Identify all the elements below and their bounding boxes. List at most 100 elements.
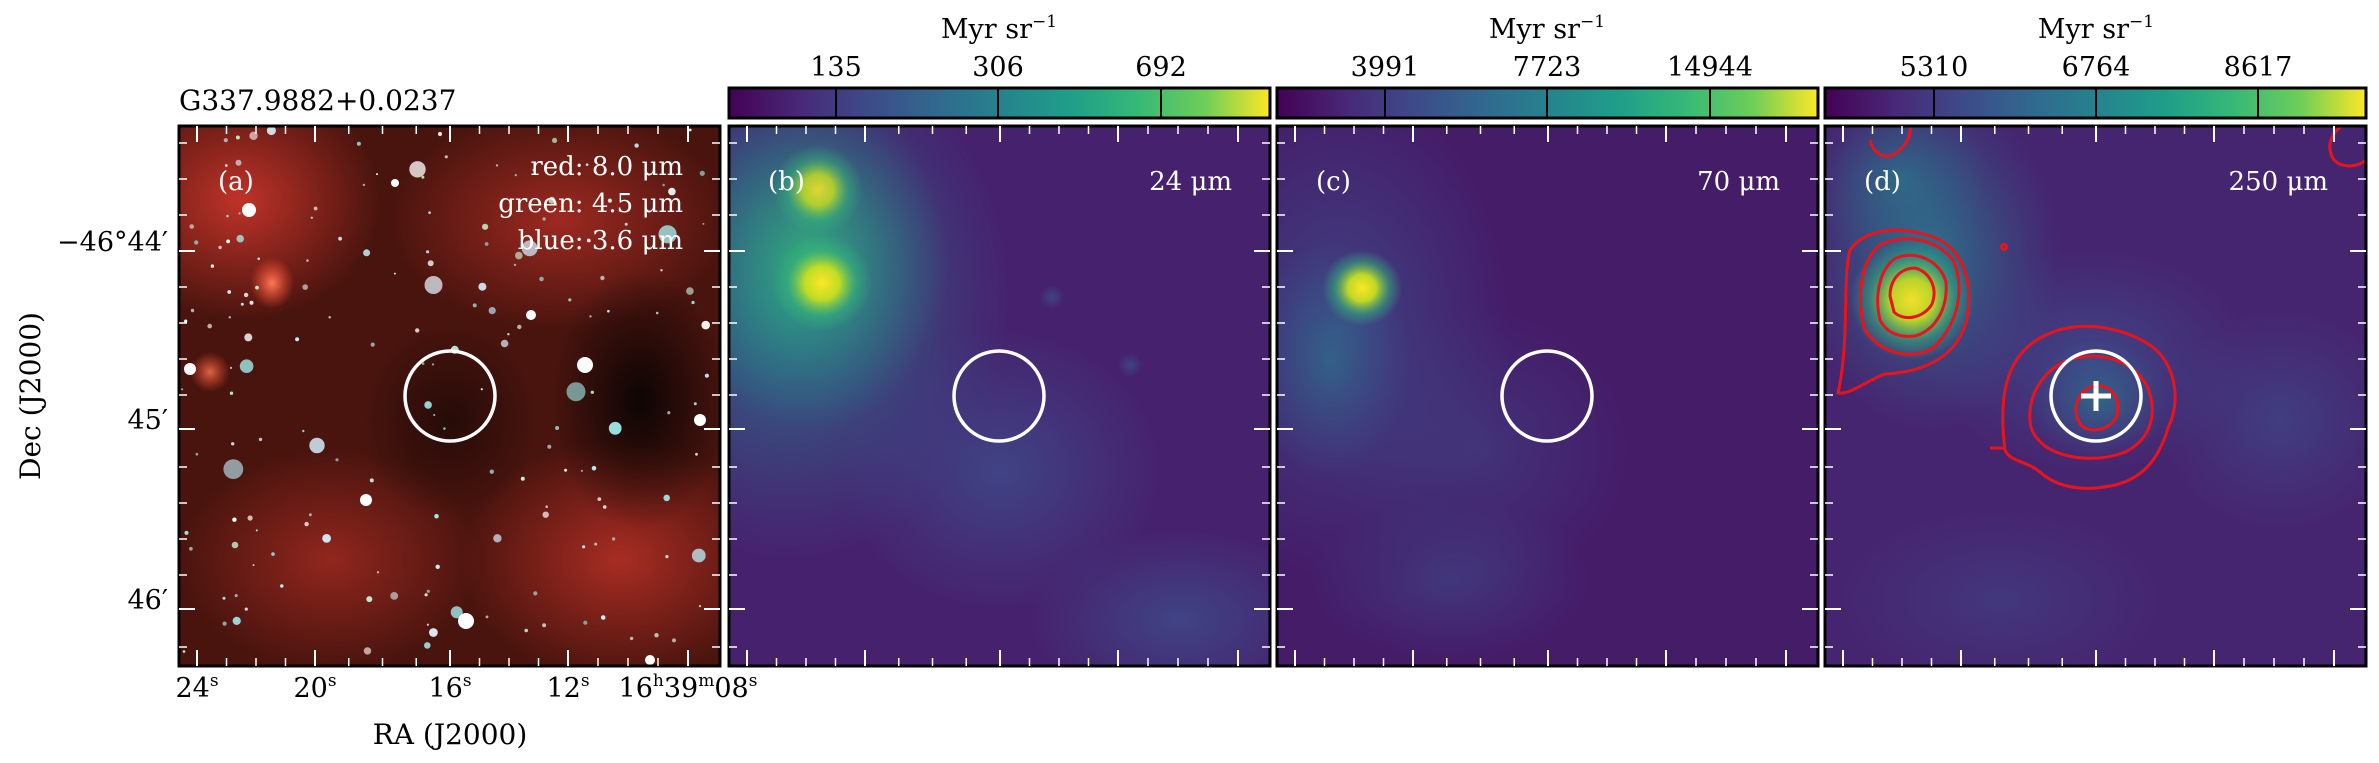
- star: [194, 240, 199, 245]
- star: [426, 623, 429, 626]
- star: [306, 259, 309, 262]
- star: [434, 513, 439, 519]
- contour-line: [2001, 324, 2177, 490]
- y-axis-label: Dec (J2000): [14, 312, 47, 480]
- star: [234, 594, 238, 598]
- star: [662, 183, 665, 187]
- star: [424, 276, 443, 294]
- y-tick-label: 46′: [128, 585, 169, 616]
- star: [686, 287, 694, 295]
- star: [252, 564, 255, 567]
- star: [428, 211, 431, 215]
- star: [608, 421, 622, 435]
- panel-b-faint-source: [1040, 285, 1064, 309]
- star: [243, 292, 249, 298]
- star: [500, 339, 509, 348]
- colorbar-b: 135 306 692 Myr sr−1: [727, 12, 1272, 120]
- star: [393, 272, 396, 275]
- star: [189, 224, 194, 229]
- star: [488, 307, 496, 315]
- star: [484, 242, 489, 246]
- panel-b-label: (b): [768, 167, 805, 197]
- star: [526, 310, 536, 320]
- star: [624, 222, 628, 226]
- star: [431, 363, 435, 366]
- star: [602, 505, 607, 509]
- star: [590, 390, 594, 394]
- star: [663, 494, 670, 502]
- colorbar-c: 3991 7723 14944 Myr sr−1: [1275, 12, 1820, 120]
- star: [607, 198, 613, 203]
- star: [547, 444, 552, 449]
- star: [515, 251, 523, 260]
- star: [302, 429, 305, 433]
- star: [363, 249, 371, 257]
- star: [424, 642, 431, 649]
- star: [226, 214, 229, 218]
- star: [376, 173, 378, 176]
- star: [532, 168, 535, 172]
- star: [582, 545, 586, 549]
- star: [421, 362, 425, 365]
- star: [444, 155, 448, 159]
- star: [597, 497, 602, 501]
- star: [594, 542, 598, 546]
- star: [242, 203, 256, 217]
- panel-d-bright-source: [1850, 240, 1974, 360]
- colorbar-d: 5310 6764 8617 Myr sr−1: [1823, 12, 2368, 120]
- star: [421, 175, 425, 179]
- panel-b-bright-source: [772, 235, 872, 331]
- star: [229, 391, 234, 395]
- star: [688, 128, 692, 132]
- star: [271, 552, 275, 556]
- star: [236, 234, 244, 243]
- star: [667, 411, 671, 415]
- star: [218, 245, 222, 250]
- star: [693, 402, 697, 406]
- panel-d: [1825, 126, 2366, 666]
- star: [223, 138, 228, 143]
- star: [255, 529, 258, 532]
- star: [227, 290, 232, 294]
- panel-d-band: 250 μm: [2229, 167, 2328, 197]
- star: [181, 388, 184, 391]
- panel-a-dark-lane: [550, 270, 720, 530]
- star: [235, 159, 242, 166]
- star: [607, 309, 610, 313]
- contour-line: [2000, 243, 2008, 251]
- star: [489, 469, 494, 474]
- legend-green: green: 4.5 μm: [498, 189, 683, 219]
- panel-a: [179, 126, 720, 666]
- colorbar-d-unit: Myr sr−1: [2038, 12, 2154, 45]
- star: [533, 591, 538, 596]
- star: [313, 206, 318, 211]
- star: [485, 615, 489, 619]
- star: [295, 337, 300, 342]
- panel-b: [729, 126, 1270, 666]
- star: [521, 240, 538, 257]
- star: [244, 607, 248, 611]
- star: [232, 517, 237, 522]
- panel-b-emission: [1030, 530, 1270, 666]
- star: [514, 174, 517, 177]
- star: [304, 521, 309, 527]
- panel-a-label: (a): [218, 167, 254, 197]
- star: [437, 131, 443, 137]
- source-name: G337.9882+0.0237: [179, 84, 456, 117]
- star: [695, 452, 698, 456]
- star: [239, 359, 254, 374]
- star: [370, 342, 375, 347]
- star: [415, 328, 420, 333]
- star: [302, 284, 309, 290]
- star: [184, 319, 188, 323]
- star: [524, 628, 528, 633]
- y-tick-label: −46°44′: [57, 227, 168, 258]
- star: [228, 316, 231, 319]
- legend-red: red: 8.0 μm: [530, 152, 683, 182]
- panel-c: [1277, 126, 1818, 666]
- star: [238, 212, 241, 215]
- star: [568, 298, 572, 302]
- panel-d-source-circle: [2049, 349, 2143, 443]
- star: [517, 324, 522, 330]
